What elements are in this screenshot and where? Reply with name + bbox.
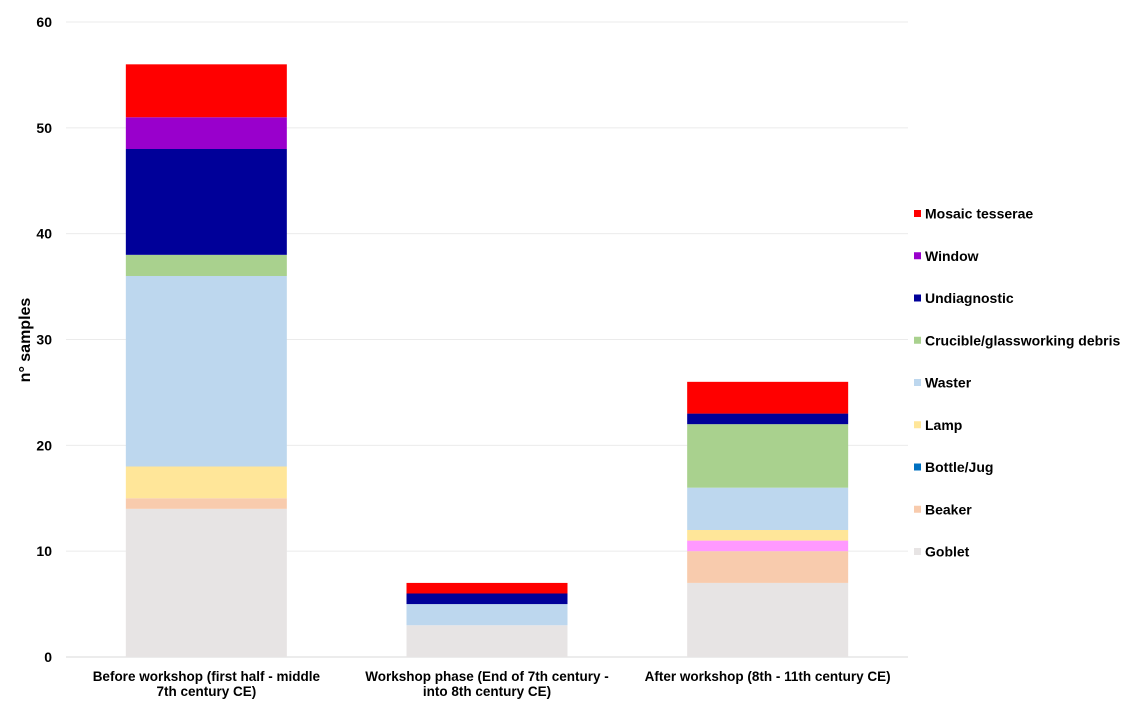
bar-segment [125,276,287,467]
legend-label: Lamp [925,417,962,433]
bar-segment [125,466,287,499]
legend-swatch [914,548,921,555]
bar-segment [406,625,568,657]
legend-label: Beaker [925,501,972,517]
bar-segment [125,117,287,149]
x-axis-labels: Before workshop (first half - middle7th … [93,669,891,699]
legend-swatch [914,505,921,513]
bar-segment [406,593,568,605]
bar-segment [125,508,287,657]
legend-label: Goblet [925,544,970,560]
legend-swatch [914,294,921,302]
bar-segment [687,424,849,488]
bar-segment [687,540,849,552]
bar-segment [125,149,287,255]
y-tick-label: 10 [36,543,52,559]
legend-label: Window [925,248,979,264]
y-tick-label: 0 [44,649,52,665]
legend-swatch [914,379,921,386]
legend-swatch [914,252,921,260]
y-axis-label: n° samples [17,298,34,383]
bar-segment [687,530,849,541]
legend-label: Undiagnostic [925,290,1014,306]
y-tick-label: 40 [36,226,52,242]
legend-swatch [914,421,921,429]
bar-segment [406,582,568,594]
legend-swatch [914,210,921,217]
x-tick-label: Workshop phase (End of 7th century - [365,669,609,684]
x-tick-label: Before workshop (first half - middle [93,669,321,684]
y-tick-label: 20 [36,437,52,453]
y-axis-ticks: 0 10 20 30 40 50 60 [36,14,52,665]
x-tick-label: into 8th century CE) [423,684,551,699]
legend-label: Crucible/glassworking debris [925,332,1120,348]
legend-swatch [914,463,921,471]
bar-segment [687,487,849,530]
bar-segment [125,498,287,509]
y-tick-label: 30 [36,332,52,348]
y-tick-label: 50 [36,120,52,136]
bar-segment [687,551,849,583]
legend: Mosaic tesserae Window Undiagnostic Crucibl… [914,206,1120,560]
bar-segment [687,582,849,657]
legend-label: Bottle/Jug [925,459,993,475]
bar-segment [125,64,287,118]
bar-segment [687,381,849,414]
y-tick-label: 60 [36,14,52,30]
bar-segment [125,254,287,276]
bar-segment [687,413,849,425]
legend-swatch [914,336,921,344]
bar-segment [406,604,568,626]
x-tick-label: After workshop (8th - 11th century CE) [645,669,891,684]
legend-label: Waster [925,375,972,391]
bars [125,64,849,657]
legend-label: Mosaic tesserae [925,206,1033,222]
x-tick-label: 7th century CE) [156,684,256,699]
